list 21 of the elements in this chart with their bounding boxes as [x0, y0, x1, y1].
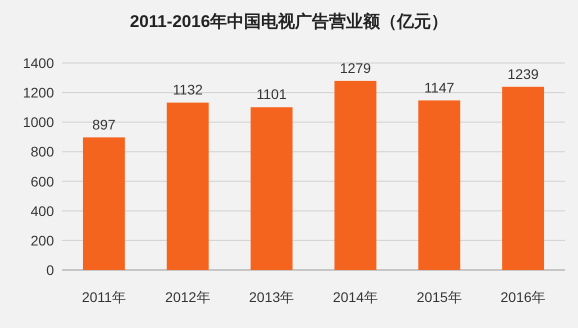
y-tick-label: 400 [30, 202, 54, 219]
x-tick-label: 2011年 [82, 289, 126, 305]
data-label: 1147 [424, 79, 455, 96]
y-tick-label: 0 [46, 262, 54, 278]
y-tick-label: 1200 [22, 84, 54, 101]
y-tick-label: 600 [30, 173, 54, 190]
x-tick-label: 2014年 [332, 289, 378, 305]
data-label: 1239 [508, 66, 539, 82]
y-tick-label: 800 [30, 144, 54, 160]
x-tick-label: 2013年 [249, 289, 294, 305]
y-tick-label: 1000 [22, 114, 54, 130]
chart-title: 2011-2016年中国电视广告营业额（亿元） [130, 12, 448, 31]
y-tick-label: 200 [30, 232, 54, 248]
data-label: 897 [92, 116, 116, 132]
x-tick-label: 2012年 [165, 289, 210, 305]
y-tick-label: 1400 [22, 55, 54, 71]
data-label: 1101 [256, 86, 287, 102]
data-label: 1279 [340, 60, 372, 76]
x-tick-label: 2016年 [500, 289, 546, 305]
x-tick-label: 2015年 [416, 289, 462, 305]
data-label: 1132 [172, 82, 204, 98]
